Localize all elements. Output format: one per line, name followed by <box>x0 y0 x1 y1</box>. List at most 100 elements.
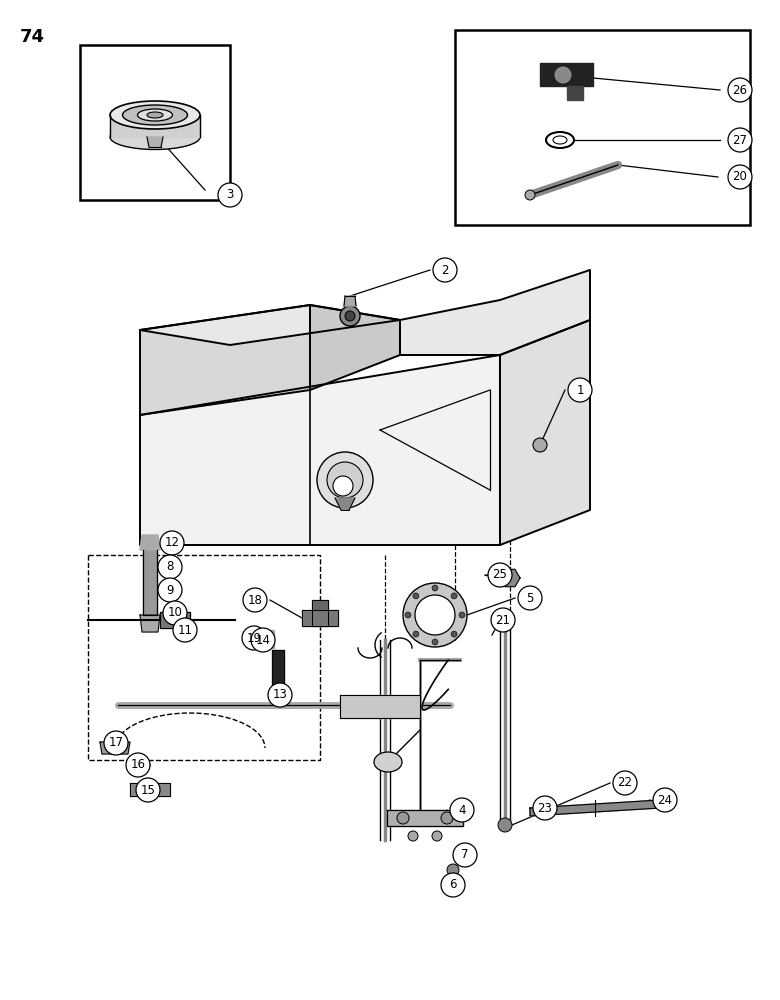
Circle shape <box>408 831 418 841</box>
Circle shape <box>104 731 128 755</box>
Circle shape <box>243 588 267 612</box>
Circle shape <box>397 812 409 824</box>
Circle shape <box>491 608 515 632</box>
Circle shape <box>340 306 360 326</box>
Text: 8: 8 <box>166 560 174 574</box>
Circle shape <box>451 593 457 599</box>
Circle shape <box>173 618 197 642</box>
Circle shape <box>451 631 457 637</box>
Polygon shape <box>500 569 520 587</box>
Text: 5: 5 <box>526 591 534 604</box>
Circle shape <box>555 67 571 83</box>
Text: 21: 21 <box>495 613 510 626</box>
Circle shape <box>653 788 677 812</box>
Polygon shape <box>130 756 150 774</box>
Ellipse shape <box>553 136 567 144</box>
Ellipse shape <box>122 105 187 125</box>
Circle shape <box>163 601 187 625</box>
Circle shape <box>403 583 467 647</box>
Circle shape <box>533 438 547 452</box>
Text: 24: 24 <box>658 794 672 806</box>
Circle shape <box>728 128 752 152</box>
Circle shape <box>432 585 438 591</box>
Text: 20: 20 <box>732 170 747 184</box>
Circle shape <box>728 165 752 189</box>
Polygon shape <box>100 742 130 754</box>
Circle shape <box>525 190 535 200</box>
Circle shape <box>136 778 160 802</box>
Polygon shape <box>140 535 160 550</box>
Text: 26: 26 <box>732 84 747 97</box>
Text: 18: 18 <box>247 593 262 606</box>
Circle shape <box>126 753 150 777</box>
Polygon shape <box>500 320 590 545</box>
Circle shape <box>345 311 355 321</box>
Circle shape <box>432 639 438 645</box>
Polygon shape <box>143 550 157 615</box>
Circle shape <box>327 462 363 498</box>
Text: 27: 27 <box>732 133 747 146</box>
Polygon shape <box>400 270 590 355</box>
Circle shape <box>251 628 275 652</box>
Bar <box>80 45 230 200</box>
Ellipse shape <box>137 109 172 121</box>
Text: 7: 7 <box>461 848 469 861</box>
Circle shape <box>433 258 457 282</box>
Circle shape <box>441 873 465 897</box>
Polygon shape <box>147 137 163 147</box>
Ellipse shape <box>110 101 200 129</box>
Circle shape <box>415 595 455 635</box>
Text: 17: 17 <box>108 736 123 750</box>
Circle shape <box>413 593 419 599</box>
Circle shape <box>447 864 459 876</box>
Polygon shape <box>140 305 310 415</box>
Polygon shape <box>540 63 593 86</box>
Text: 16: 16 <box>130 758 146 772</box>
Ellipse shape <box>110 124 200 149</box>
Circle shape <box>498 818 512 832</box>
Circle shape <box>459 612 465 618</box>
Text: 2: 2 <box>441 263 448 276</box>
Text: 74: 74 <box>20 28 45 46</box>
Polygon shape <box>140 305 400 345</box>
Text: 14: 14 <box>256 634 271 647</box>
Circle shape <box>268 683 292 707</box>
Circle shape <box>333 476 353 496</box>
Text: 4: 4 <box>459 804 466 816</box>
Circle shape <box>533 796 557 820</box>
Polygon shape <box>262 630 274 648</box>
Polygon shape <box>567 86 583 100</box>
Text: 3: 3 <box>226 188 234 202</box>
Polygon shape <box>344 296 356 306</box>
Polygon shape <box>312 600 328 626</box>
Text: 13: 13 <box>272 688 288 702</box>
Polygon shape <box>130 783 170 796</box>
Text: 10: 10 <box>168 606 183 619</box>
Polygon shape <box>272 650 284 688</box>
Text: 25: 25 <box>492 568 508 582</box>
Polygon shape <box>140 615 160 632</box>
Circle shape <box>242 626 266 650</box>
Circle shape <box>613 771 637 795</box>
Polygon shape <box>302 610 338 626</box>
Circle shape <box>432 831 442 841</box>
Circle shape <box>413 631 419 637</box>
Polygon shape <box>387 810 463 826</box>
Circle shape <box>158 555 182 579</box>
Text: 1: 1 <box>576 383 583 396</box>
Bar <box>455 30 750 225</box>
Text: 11: 11 <box>178 624 193 637</box>
Polygon shape <box>310 305 400 390</box>
Circle shape <box>728 78 752 102</box>
Text: 23: 23 <box>537 802 552 814</box>
Polygon shape <box>530 800 660 816</box>
Text: 19: 19 <box>246 632 261 645</box>
Circle shape <box>218 183 242 207</box>
Circle shape <box>405 612 411 618</box>
Ellipse shape <box>374 752 402 772</box>
Circle shape <box>160 531 184 555</box>
Polygon shape <box>110 115 200 137</box>
Circle shape <box>317 452 373 508</box>
Circle shape <box>158 578 182 602</box>
Circle shape <box>441 812 453 824</box>
